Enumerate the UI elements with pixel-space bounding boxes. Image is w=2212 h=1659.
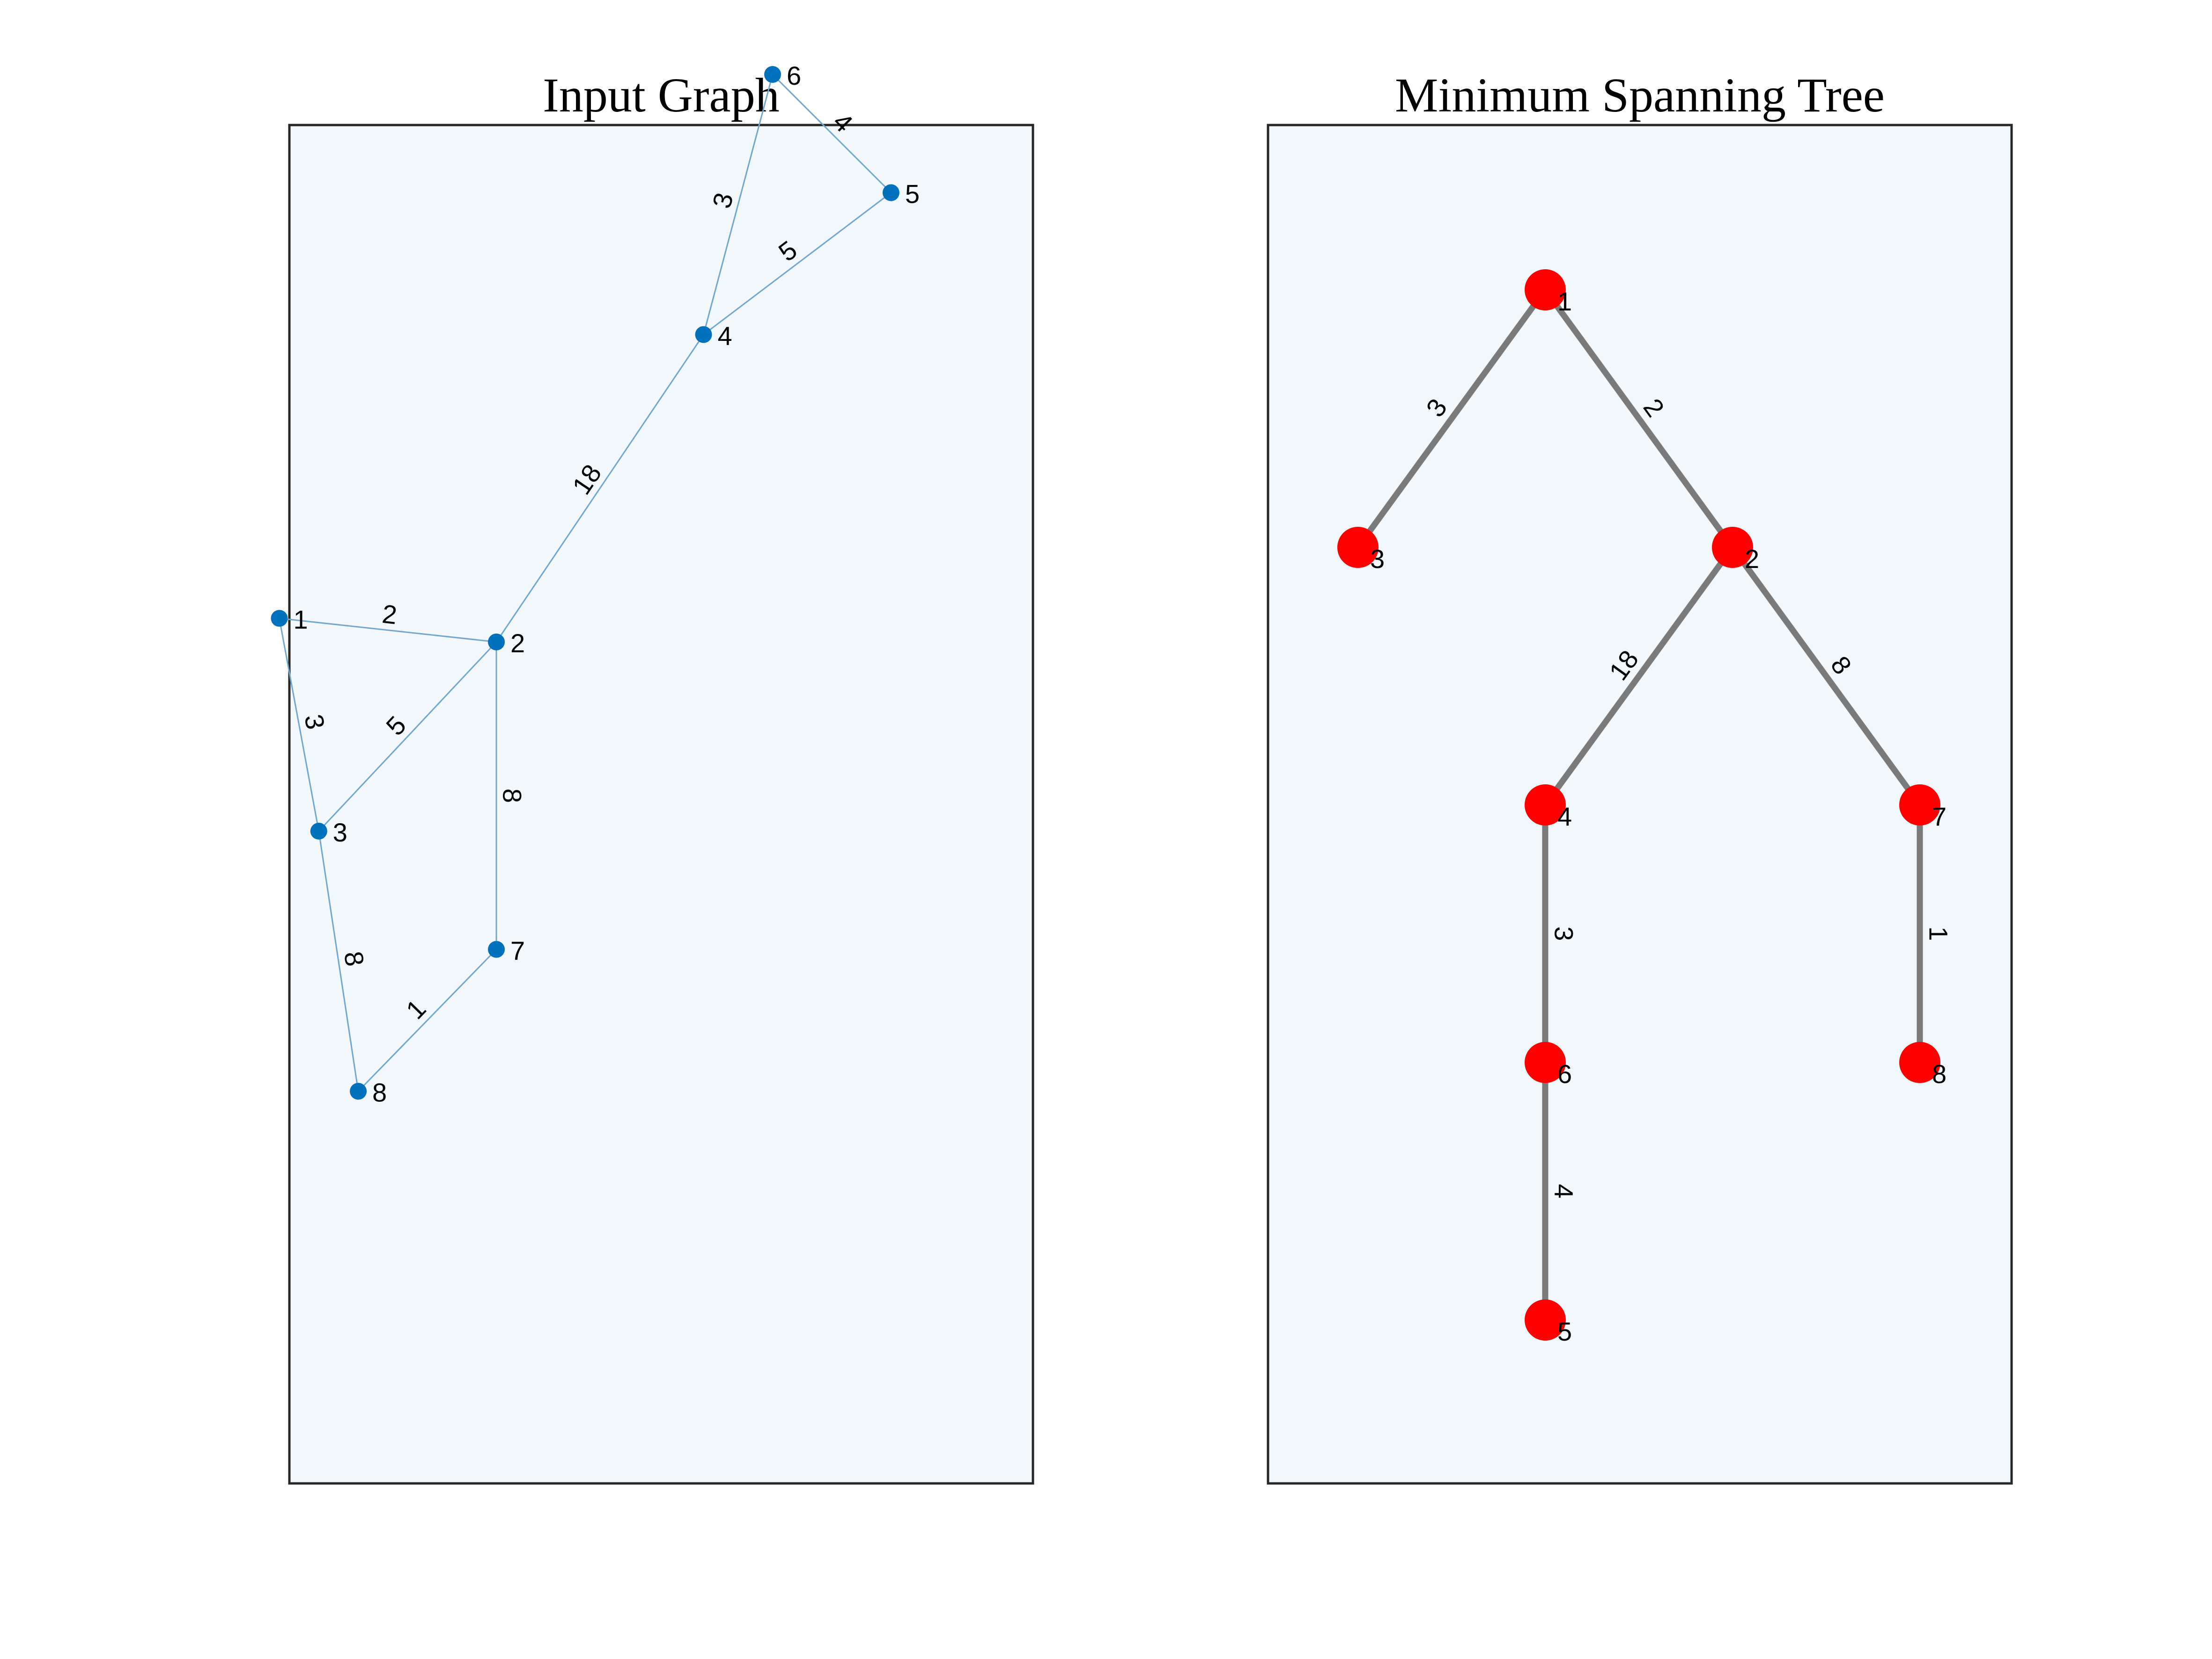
input-graph-nodes: 1 2 3 4 5 6 7 8 (271, 61, 920, 1107)
input-graph-node-6 (764, 66, 781, 83)
input-graph-edge-3-8 (318, 830, 359, 1092)
mst-node-label: 1 (1557, 287, 1572, 316)
input-graph-edge-4-5 (703, 192, 892, 335)
mst-edge-weight-label: 1 (1924, 926, 1954, 941)
input-graph-node-label: 1 (294, 605, 308, 634)
mst-edge-2-4 (1542, 544, 1736, 808)
mst-node-1 (1525, 269, 1566, 310)
mst-edge-1-2 (1542, 287, 1736, 551)
mst-title: Minimum Spanning Tree (1395, 68, 1885, 122)
input-graph-axes (288, 124, 1034, 1485)
mst-node-label: 6 (1557, 1059, 1572, 1089)
input-graph-node-4 (695, 326, 712, 343)
mst-edge-2-7 (1729, 544, 1923, 808)
input-graph-edge-1-3 (279, 618, 320, 832)
input-graph-edge-2-3 (318, 641, 497, 832)
input-graph-edge-7-8 (357, 949, 497, 1092)
mst-node-2 (1712, 527, 1753, 568)
mst-node-label: 4 (1557, 802, 1572, 831)
mst-node-3 (1337, 527, 1379, 568)
input-graph-edge-4-6 (703, 74, 774, 335)
input-graph-node-7 (488, 941, 505, 958)
mst-node-6 (1525, 1042, 1566, 1083)
input-graph-edge-2-4 (495, 334, 705, 643)
input-graph-node-5 (882, 184, 900, 201)
input-graph-node-8 (350, 1083, 367, 1100)
mst-edge-weight-label: 4 (1549, 1184, 1579, 1198)
input-graph-node-label: 5 (905, 179, 920, 209)
input-graph-node-label: 2 (510, 628, 525, 658)
input-graph-node-label: 4 (718, 321, 732, 351)
input-graph-node-3 (310, 823, 327, 840)
mst-node-label: 3 (1370, 544, 1385, 574)
input-graph-node-label: 7 (510, 936, 525, 966)
mst-node-label: 8 (1932, 1059, 1947, 1089)
input-graph-edge-5-6 (772, 74, 892, 193)
mst-node-4 (1525, 784, 1566, 826)
mst-panel: Minimum Spanning Tree 3 218 83 14 13 24 76 85 (1267, 68, 2013, 1485)
input-graph-edge-weight-label: 8 (498, 789, 527, 803)
mst-axes (1267, 124, 2013, 1485)
mst-node-7 (1899, 784, 1940, 826)
mst-node-label: 5 (1557, 1317, 1572, 1346)
mst-node-label: 2 (1745, 544, 1759, 574)
mst-node-5 (1525, 1299, 1566, 1341)
input-graph-node-label: 8 (372, 1078, 387, 1107)
input-graph-node-label: 3 (333, 818, 347, 847)
input-graph-node-1 (271, 610, 288, 627)
mst-node-label: 7 (1932, 802, 1947, 831)
mst-edge-1-3 (1355, 287, 1548, 551)
input-graph-node-label: 6 (787, 61, 801, 90)
input-graph-edge-1-2 (279, 618, 497, 643)
mst-edge-weight-label: 3 (1549, 926, 1579, 941)
input-graph-title: Input Graph (543, 68, 779, 122)
mst-nodes: 1 3 2 4 7 6 8 5 (1337, 269, 1947, 1346)
mst-node-8 (1899, 1042, 1940, 1083)
input-graph-node-2 (488, 634, 505, 650)
input-graph-edge-weight-label: 2 (381, 599, 398, 630)
